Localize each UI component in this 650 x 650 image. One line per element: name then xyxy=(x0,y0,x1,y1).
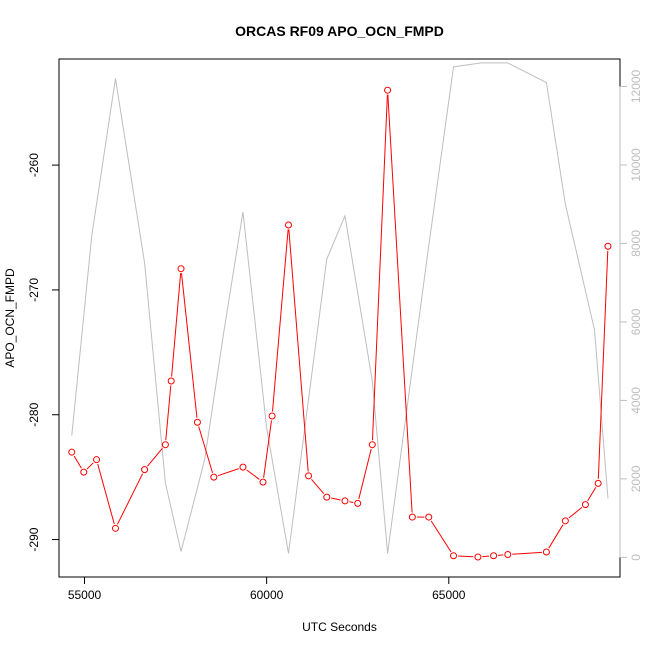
data-point xyxy=(354,499,362,507)
y2-tick-label: 2000 xyxy=(629,465,643,492)
data-point xyxy=(93,456,101,464)
data-point xyxy=(80,468,88,476)
data-point xyxy=(450,552,458,560)
series-segment xyxy=(548,524,564,549)
series-segment xyxy=(349,501,354,503)
data-point xyxy=(305,472,313,480)
x-tick-label: 65000 xyxy=(432,588,466,602)
series-segment xyxy=(181,273,198,418)
series-segment xyxy=(198,426,214,473)
data-point xyxy=(341,497,349,505)
data-point xyxy=(268,412,276,420)
series-segment xyxy=(430,520,452,553)
y-tick-label: -280 xyxy=(27,402,41,426)
chart-title: ORCAS RF09 APO_OCN_FMPD xyxy=(235,23,444,39)
data-point xyxy=(285,221,292,229)
y-tick-label: -270 xyxy=(27,278,41,302)
y-tick-label: -260 xyxy=(27,153,41,177)
series-segment xyxy=(246,469,260,480)
data-point xyxy=(474,553,482,561)
y-axis-left: -290 -280 -270 -260 xyxy=(27,153,60,552)
data-point xyxy=(141,466,149,474)
series-segment xyxy=(331,497,341,501)
series-segment xyxy=(117,473,144,525)
series-segment xyxy=(311,478,325,495)
data-point xyxy=(490,552,498,560)
series-segment xyxy=(512,551,542,555)
series-segment xyxy=(358,448,372,500)
x-tick-label: 55000 xyxy=(68,588,102,602)
series-segment xyxy=(371,94,388,441)
y2-tick-label: 8000 xyxy=(629,230,643,257)
data-point xyxy=(111,524,119,532)
y2-tick-label: 0 xyxy=(629,554,643,561)
series-segment xyxy=(587,486,597,502)
data-point xyxy=(425,513,433,521)
y2-tick-label: 12000 xyxy=(629,69,643,103)
series-segment xyxy=(217,468,239,477)
data-point xyxy=(581,501,589,509)
data-point xyxy=(604,242,612,250)
y-tick-label: -290 xyxy=(27,527,41,551)
data-point xyxy=(210,473,218,481)
data-point xyxy=(594,479,602,487)
data-point xyxy=(542,548,550,556)
data-point xyxy=(259,478,267,486)
data-point xyxy=(384,86,392,94)
series-segment xyxy=(482,555,490,558)
series-layer xyxy=(68,62,612,561)
series-left-red xyxy=(68,86,612,561)
data-point xyxy=(161,441,169,449)
data-point xyxy=(239,463,247,471)
y-axis-label: APO_OCN_FMPD xyxy=(3,268,17,368)
data-point xyxy=(177,265,185,273)
series-segment xyxy=(86,462,94,470)
y2-tick-label: 10000 xyxy=(629,148,643,182)
data-point xyxy=(368,441,376,449)
series-line xyxy=(71,62,609,554)
data-point xyxy=(193,418,201,426)
series-segment xyxy=(97,463,115,525)
data-point xyxy=(561,517,569,525)
series-segment xyxy=(387,94,413,513)
x-axis-label: UTC Seconds xyxy=(302,620,377,634)
series-segment xyxy=(597,250,609,479)
y2-tick-label: 4000 xyxy=(629,387,643,414)
series-segment xyxy=(568,507,583,519)
series-segment xyxy=(288,229,309,472)
series-right-grey xyxy=(71,62,609,554)
x-tick-label: 60000 xyxy=(250,588,284,602)
data-point xyxy=(323,493,331,501)
series-segment xyxy=(171,273,182,377)
series-segment xyxy=(457,555,474,558)
series-segment xyxy=(263,420,272,478)
data-point xyxy=(167,377,175,385)
y-axis-right: 0 2000 4000 6000 8000 10000 12000 xyxy=(619,69,643,561)
data-point xyxy=(68,448,76,456)
series-segment xyxy=(147,447,163,467)
x-axis: 55000 60000 65000 xyxy=(68,576,466,602)
data-point xyxy=(504,551,512,559)
data-point xyxy=(408,513,416,521)
series-segment xyxy=(73,455,82,469)
series-segment xyxy=(271,229,289,412)
series-segment xyxy=(165,385,172,441)
y2-tick-label: 6000 xyxy=(629,308,643,335)
